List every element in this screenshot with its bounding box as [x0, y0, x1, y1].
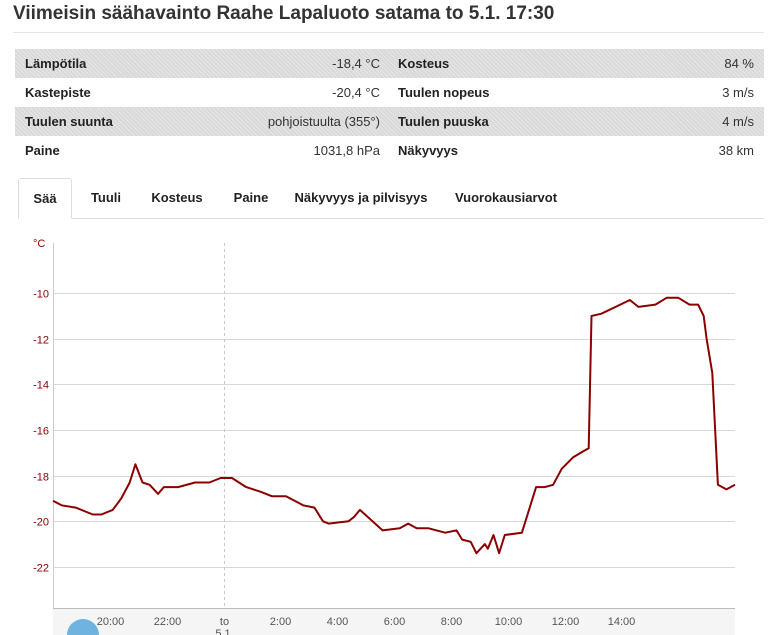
x-tick-label-line2: 5.1. [215, 628, 233, 635]
observation-cell: Tuulen suunta pohjoistuulta (355°) [15, 107, 390, 136]
humidity-value: 84 % [724, 56, 754, 71]
temperature-chart: °C -10 -12 -14 -16 -18 -20 -22 20:00 22:00 to5.1… [0, 228, 777, 635]
x-tick-label: to [220, 616, 229, 628]
x-tick-label: 20:00 [97, 616, 125, 628]
wind-direction-label: Tuulen suunta [25, 114, 113, 129]
y-tick-label: -14 [33, 380, 49, 392]
y-tick-label: -12 [33, 335, 49, 347]
temperature-value: -18,4 °C [332, 56, 380, 71]
observation-cell: Tuulen puuska 4 m/s [390, 107, 764, 136]
observation-row: Tuulen suunta pohjoistuulta (355°) Tuule… [15, 107, 764, 136]
observation-cell: Paine 1031,8 hPa [15, 136, 390, 165]
observation-cell: Kosteus 84 % [390, 49, 764, 78]
y-tick-label: -22 [33, 563, 49, 575]
tab-daily-values[interactable]: Vuorokausiarvot [454, 190, 558, 205]
x-tick-label: 4:00 [327, 616, 348, 628]
pressure-label: Paine [25, 143, 60, 158]
x-tick-labels: 20:00 22:00 to5.1. 2:00 4:00 6:00 8:00 10:00 12:… [97, 616, 636, 635]
tab-humidity[interactable]: Kosteus [151, 190, 203, 205]
observation-row: Paine 1031,8 hPa Näkyvyys 38 km [15, 136, 764, 165]
y-axis-label: °C [33, 238, 45, 250]
observation-cell: Kastepiste -20,4 °C [15, 78, 390, 107]
x-tick-label: 14:00 [608, 616, 636, 628]
x-tick-label: 2:00 [270, 616, 291, 628]
x-tick-label: 12:00 [552, 616, 580, 628]
humidity-label: Kosteus [398, 56, 450, 71]
wind-speed-label: Tuulen nopeus [398, 85, 490, 100]
x-tick-label: 22:00 [154, 616, 182, 628]
tab-weather[interactable]: Sää [18, 178, 72, 219]
dew-point-value: -20,4 °C [332, 85, 380, 100]
y-tick-label: -16 [33, 426, 49, 438]
chart-tabs: Sää Tuuli Kosteus Paine Näkyvyys ja pilv… [18, 178, 764, 219]
x-tick-label: 8:00 [441, 616, 462, 628]
tab-wind[interactable]: Tuuli [90, 190, 122, 205]
navigator-handle[interactable] [67, 619, 99, 635]
temperature-series-line [52, 296, 736, 555]
observation-cell: Tuulen nopeus 3 m/s [390, 78, 764, 107]
y-tick-label: -18 [33, 472, 49, 484]
x-tick-label: 6:00 [384, 616, 405, 628]
chart-background [0, 228, 777, 635]
wind-gust-value: 4 m/s [722, 114, 754, 129]
navigator-band [53, 608, 735, 635]
observation-cell: Näkyvyys 38 km [390, 136, 764, 165]
observation-row: Kastepiste -20,4 °C Tuulen nopeus 3 m/s [15, 78, 764, 107]
y-tick-label: -10 [33, 289, 49, 301]
x-tick-label: 10:00 [495, 616, 523, 628]
wind-gust-label: Tuulen puuska [398, 114, 489, 129]
observation-table: Lämpötila -18,4 °C Kosteus 84 % Kastepis… [15, 49, 764, 165]
y-tick-label: -20 [33, 517, 49, 529]
dew-point-label: Kastepiste [25, 85, 91, 100]
wind-direction-value: pohjoistuulta (355°) [267, 114, 380, 129]
tab-visibility-clouds[interactable]: Näkyvyys ja pilvisyys [294, 190, 428, 205]
page-title: Viimeisin säähavainto Raahe Lapaluoto sa… [13, 3, 555, 24]
visibility-label: Näkyvyys [398, 143, 458, 158]
visibility-value: 38 km [718, 143, 754, 158]
pressure-value: 1031,8 hPa [313, 143, 380, 158]
y-tick-labels: -10 -12 -14 -16 -18 -20 -22 [33, 289, 49, 575]
observation-row: Lämpötila -18,4 °C Kosteus 84 % [15, 49, 764, 78]
tab-pressure[interactable]: Paine [233, 190, 269, 205]
temperature-label: Lämpötila [25, 56, 87, 71]
observation-cell: Lämpötila -18,4 °C [15, 49, 390, 78]
wind-speed-value: 3 m/s [722, 85, 754, 100]
title-divider [13, 32, 764, 33]
